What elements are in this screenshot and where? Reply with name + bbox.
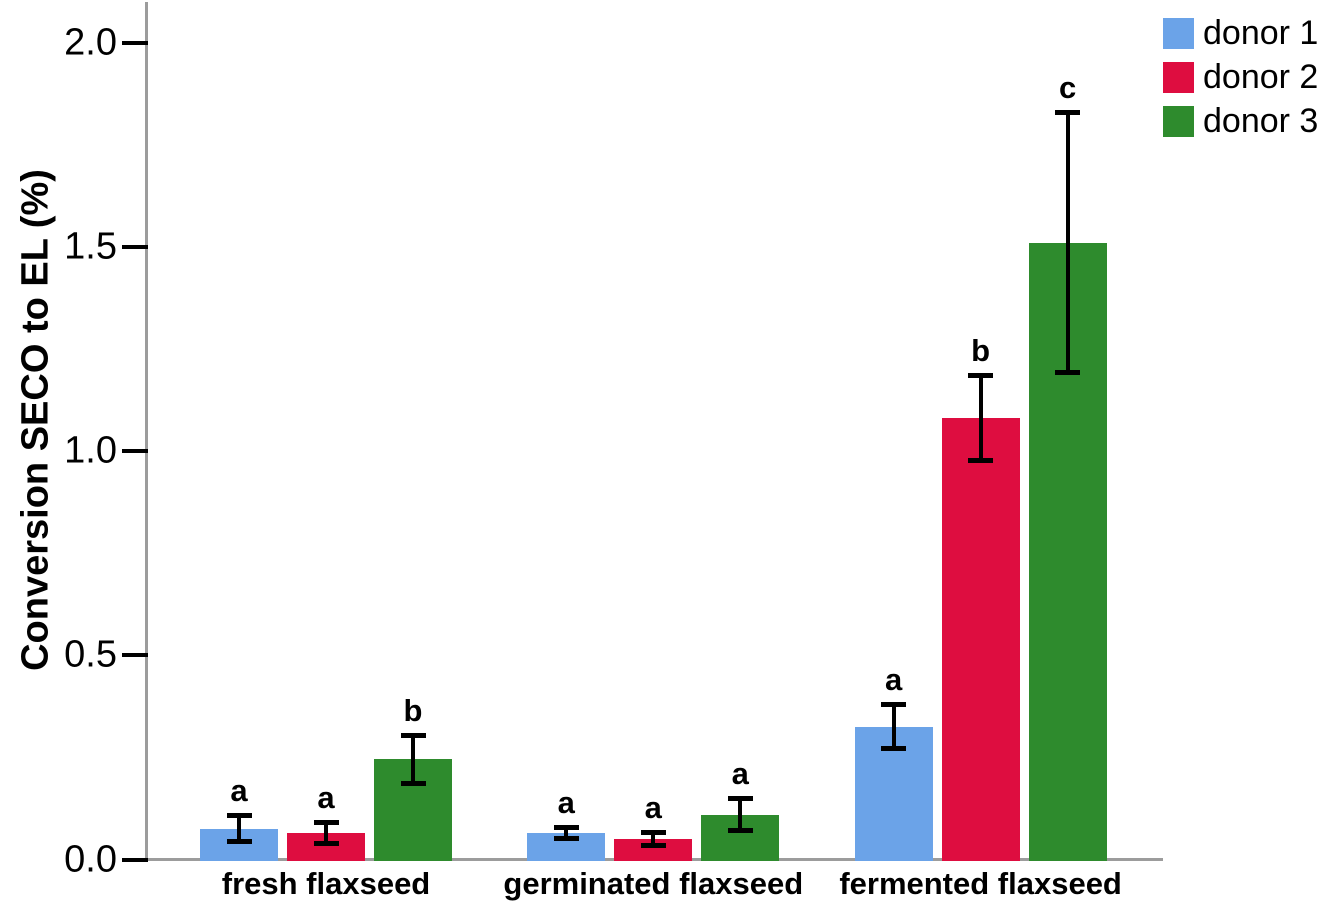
error-cap-bottom-donor-3-germinated-flaxseed	[727, 827, 753, 833]
error-cap-bottom-donor-2-fresh-flaxseed	[313, 840, 339, 846]
legend-item-donor-3: donor 3	[1163, 102, 1318, 141]
error-cap-bottom-donor-3-fresh-flaxseed	[400, 780, 426, 786]
sig-letter-donor-1-fermented-flaxseed: a	[884, 662, 903, 698]
y-tick-label-0.0: 0.0	[64, 838, 117, 880]
y-tick-label-0.5: 0.5	[64, 633, 117, 676]
error-cap-top-donor-3-fermented-flaxseed	[1055, 109, 1081, 115]
sig-letter-donor-3-fermented-flaxseed: c	[1058, 69, 1077, 105]
error-cap-top-donor-2-fermented-flaxseed	[968, 373, 994, 379]
legend-label-donor-1: donor 1	[1203, 14, 1319, 52]
bar-donor-2-fermented-flaxseed	[941, 418, 1020, 861]
sig-letter-donor-1-fresh-flaxseed: a	[230, 773, 248, 809]
legend-swatch-icon-donor-1	[1163, 18, 1194, 49]
legend-label-donor-3: donor 3	[1203, 102, 1319, 140]
error-cap-bottom-donor-2-germinated-flaxseed	[640, 843, 666, 849]
y-tick-label-2.0: 2.0	[64, 21, 117, 63]
legend-label-donor-2: donor 2	[1203, 58, 1319, 96]
y-tick-2.0	[122, 40, 148, 45]
error-cap-top-donor-1-germinated-flaxseed	[553, 825, 579, 831]
error-cap-top-donor-2-germinated-flaxseed	[640, 829, 666, 835]
sig-letter-donor-3-fresh-flaxseed: b	[403, 692, 423, 728]
legend-swatch-icon-donor-3	[1163, 106, 1194, 137]
bar-donor-2-germinated-flaxseed	[614, 839, 693, 861]
error-cap-bottom-donor-2-fermented-flaxseed	[968, 458, 994, 464]
sig-letter-donor-1-germinated-flaxseed: a	[557, 785, 575, 821]
x-category-label-germinated-flaxseed: germinated flaxseed	[503, 866, 804, 901]
sig-letter-donor-3-germinated-flaxseed: a	[731, 756, 749, 792]
sig-letter-donor-2-fermented-flaxseed: b	[971, 333, 991, 369]
sig-letter-donor-2-fresh-flaxseed: a	[317, 779, 335, 815]
y-tick-label-1.0: 1.0	[64, 429, 117, 472]
error-bar-donor-2-fresh-flaxseed	[324, 821, 328, 844]
error-cap-top-donor-1-fresh-flaxseed	[226, 813, 252, 819]
error-cap-bottom-donor-1-germinated-flaxseed	[553, 835, 579, 841]
x-category-label-fermented-flaxseed: fermented flaxseed	[839, 866, 1122, 901]
error-cap-top-donor-1-fermented-flaxseed	[881, 702, 907, 708]
error-bar-donor-1-germinated-flaxseed	[564, 827, 569, 839]
error-bar-donor-3-fermented-flaxseed	[1065, 111, 1070, 374]
y-tick-0.5	[122, 653, 148, 658]
error-cap-bottom-donor-3-fermented-flaxseed	[1055, 370, 1081, 376]
y-tick-0.0	[122, 857, 148, 862]
x-category-label-fresh-flaxseed: fresh flaxseed	[221, 866, 431, 901]
y-tick-label-1.5: 1.5	[64, 225, 117, 268]
y-tick-1.5	[122, 244, 148, 249]
error-cap-bottom-donor-1-fresh-flaxseed	[226, 839, 252, 845]
error-cap-top-donor-2-fresh-flaxseed	[313, 819, 339, 825]
error-cap-top-donor-3-fresh-flaxseed	[400, 732, 426, 738]
y-axis-line	[145, 2, 148, 860]
error-bar-donor-2-germinated-flaxseed	[651, 831, 656, 847]
legend-item-donor-1: donor 1	[1163, 14, 1318, 53]
error-cap-top-donor-3-germinated-flaxseed	[727, 796, 753, 802]
error-bar-donor-1-fermented-flaxseed	[891, 704, 896, 750]
error-cap-bottom-donor-1-fermented-flaxseed	[881, 746, 907, 752]
error-bar-donor-2-fermented-flaxseed	[978, 375, 983, 462]
error-bar-donor-1-fresh-flaxseed	[237, 815, 241, 843]
error-bar-donor-3-fresh-flaxseed	[411, 734, 415, 784]
error-bar-donor-3-germinated-flaxseed	[738, 798, 743, 831]
y-tick-1.0	[122, 449, 148, 453]
legend-swatch-icon-donor-2	[1163, 62, 1194, 93]
sig-letter-donor-2-germinated-flaxseed: a	[644, 789, 662, 825]
legend-item-donor-2: donor 2	[1163, 58, 1318, 97]
